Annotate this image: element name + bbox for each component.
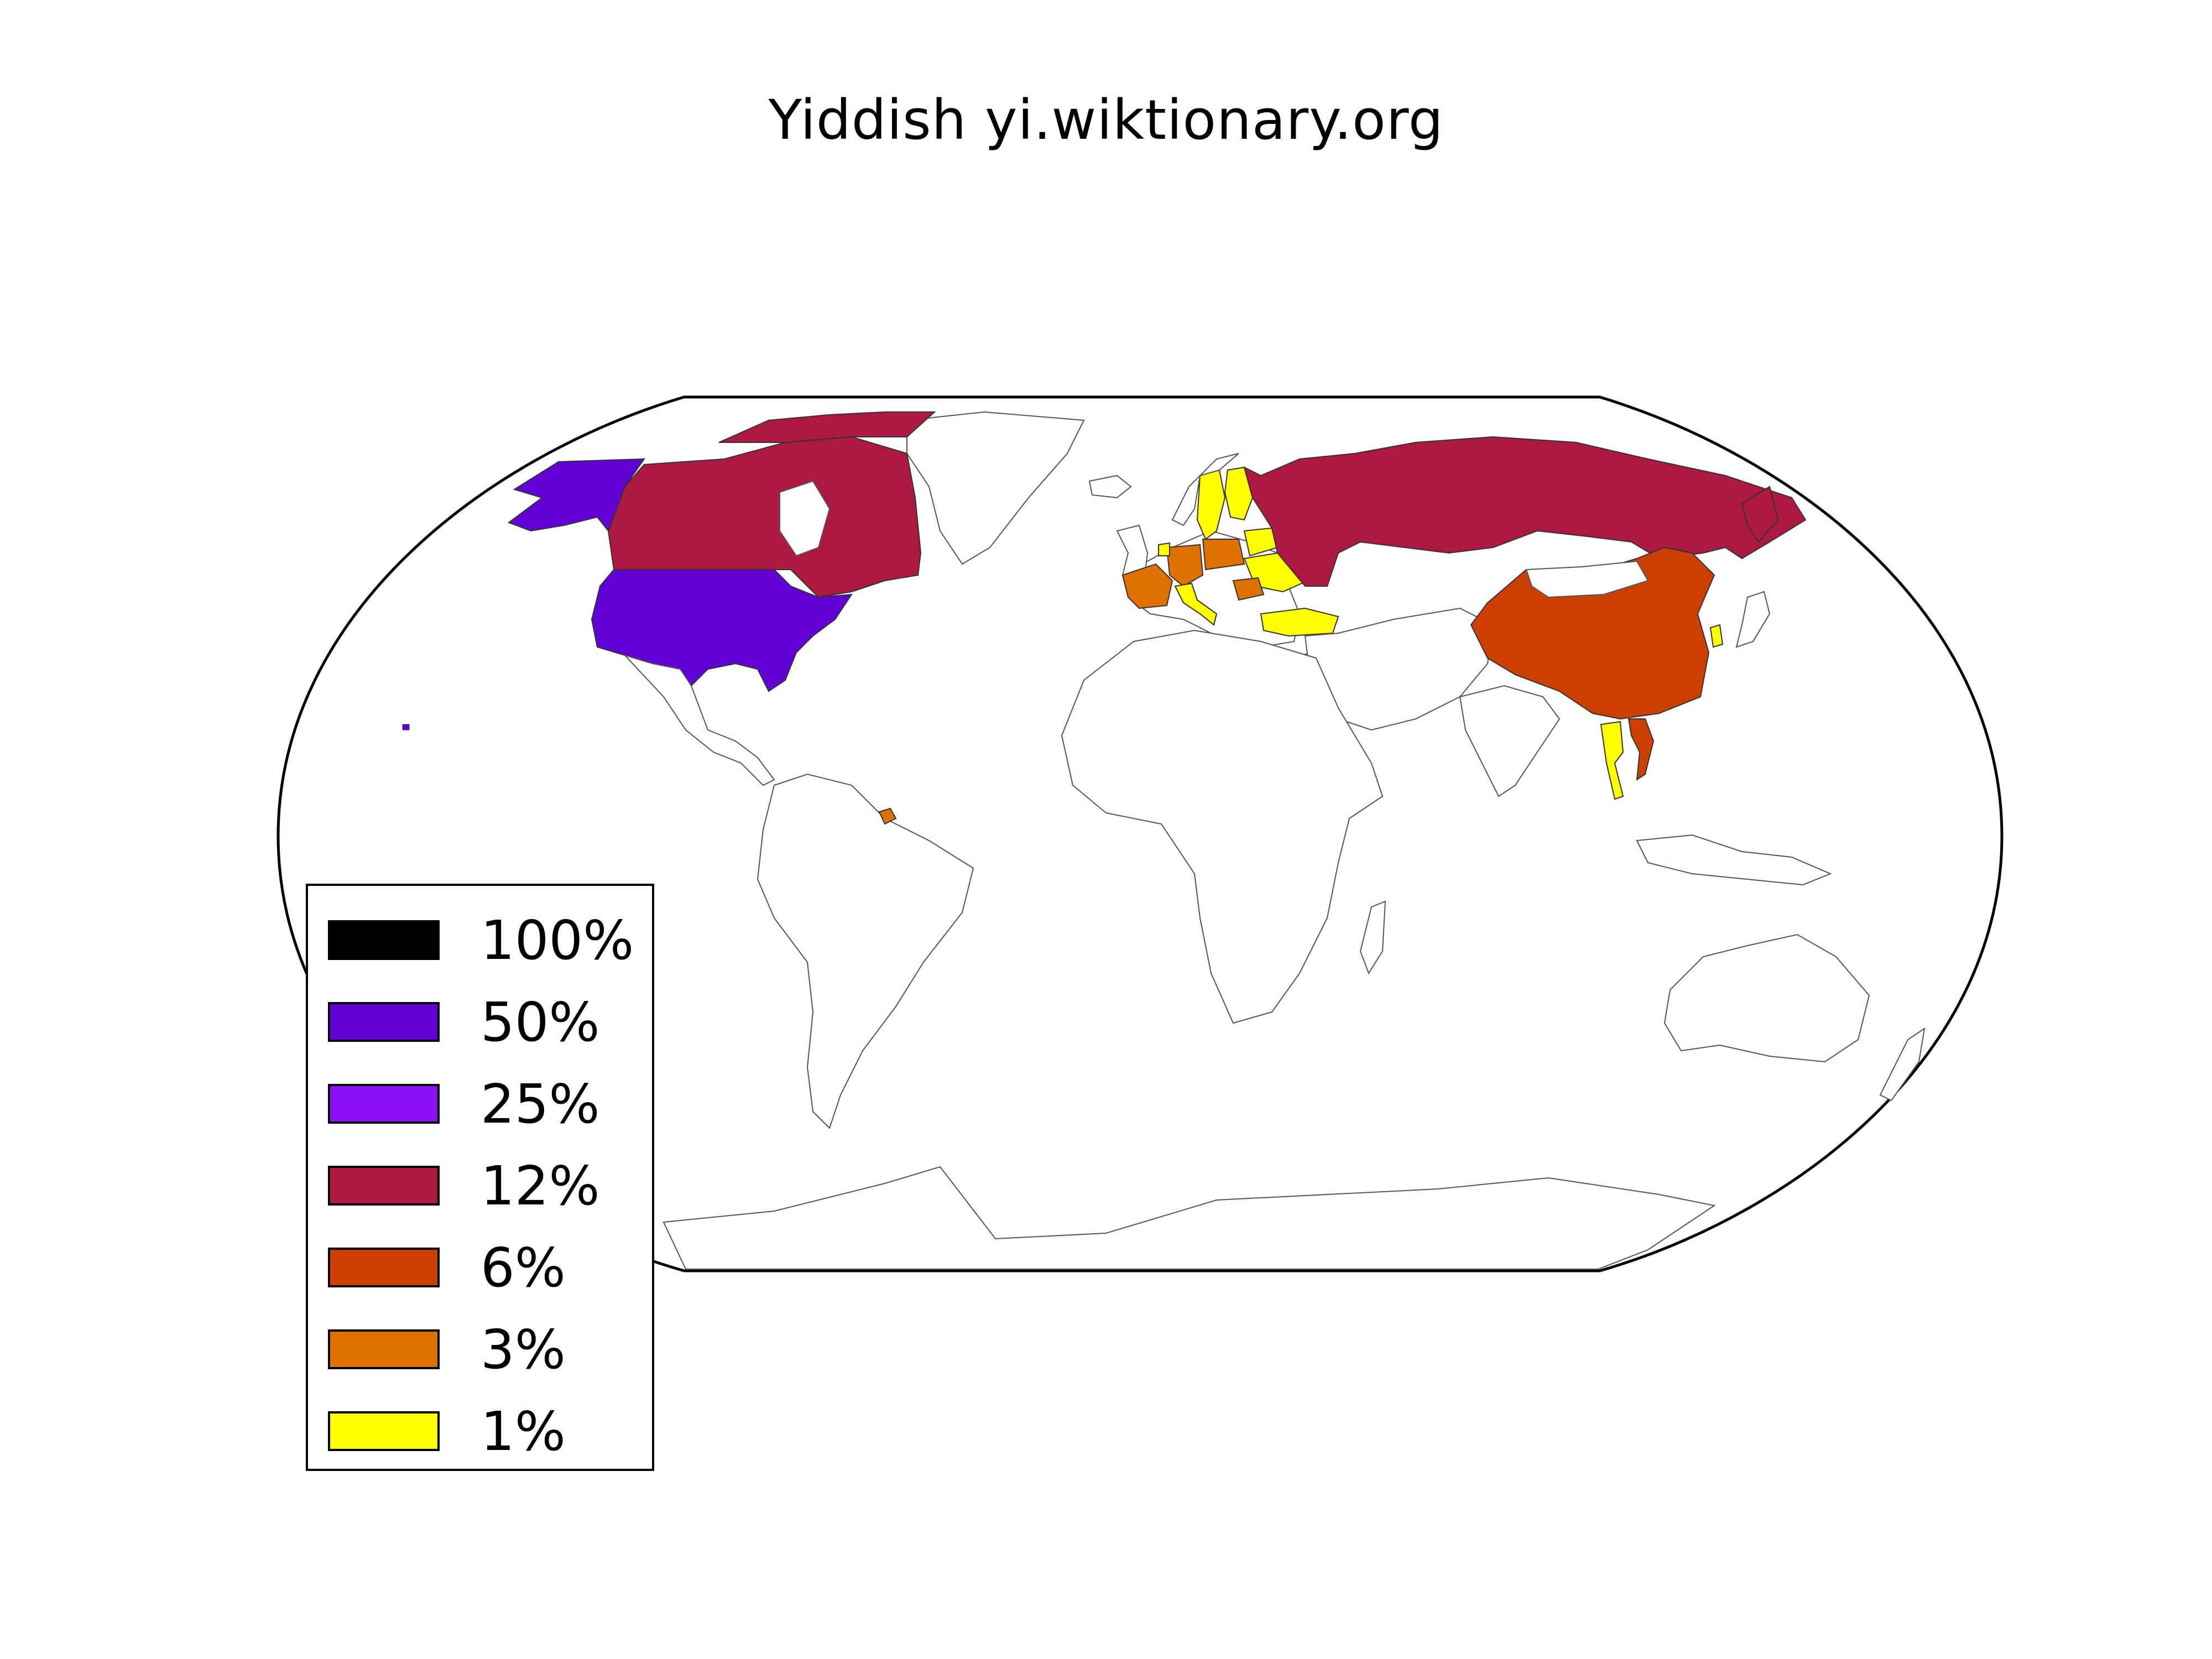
land-mongolia bbox=[1525, 560, 1649, 598]
land-madagascar bbox=[1359, 900, 1386, 975]
legend-label: 50% bbox=[481, 990, 600, 1053]
legend-label: 1% bbox=[481, 1400, 566, 1463]
legend-label: 12% bbox=[481, 1154, 600, 1217]
legend-item: 25% bbox=[328, 1077, 600, 1131]
region-netherlands[interactable] bbox=[1158, 542, 1170, 556]
land-mexico bbox=[623, 654, 775, 786]
legend-label: 25% bbox=[481, 1072, 600, 1135]
legend-item: 3% bbox=[328, 1323, 566, 1376]
legend-swatch bbox=[328, 920, 440, 960]
land-antarctica bbox=[662, 1166, 1716, 1270]
legend-item: 6% bbox=[328, 1241, 566, 1295]
legend-swatch bbox=[328, 1329, 440, 1369]
land-hudson-bay bbox=[779, 480, 831, 557]
region-poland[interactable] bbox=[1202, 539, 1245, 571]
legend-label: 3% bbox=[481, 1318, 566, 1381]
land-australia bbox=[1663, 933, 1870, 1063]
legend-item: 50% bbox=[328, 995, 600, 1049]
region-romania[interactable] bbox=[1232, 577, 1265, 601]
legend-swatch bbox=[328, 1166, 440, 1206]
region-china[interactable] bbox=[1470, 546, 1715, 720]
legend-item: 1% bbox=[328, 1405, 566, 1458]
legend-label: 100% bbox=[481, 909, 634, 972]
region-france[interactable] bbox=[1121, 563, 1173, 609]
legend-swatch bbox=[328, 1084, 440, 1124]
region-germany[interactable] bbox=[1166, 544, 1204, 587]
region-russia-kamchatka[interactable] bbox=[1741, 486, 1779, 543]
region-vietnam[interactable] bbox=[1627, 718, 1655, 781]
region-canada-islands[interactable] bbox=[718, 411, 936, 443]
region-hawaii[interactable] bbox=[402, 724, 410, 731]
land-se-asia-islands bbox=[1636, 834, 1832, 886]
region-suriname[interactable] bbox=[878, 807, 897, 825]
legend-swatch bbox=[328, 1248, 440, 1287]
land-new-zealand bbox=[1879, 1027, 1926, 1102]
legend-item: 100% bbox=[328, 914, 634, 967]
region-united-states[interactable] bbox=[591, 569, 853, 692]
region-alaska[interactable] bbox=[507, 458, 645, 532]
region-thailand[interactable] bbox=[1600, 721, 1624, 800]
land-india bbox=[1459, 685, 1561, 797]
land-africa bbox=[1061, 629, 1384, 1024]
map-title: Yiddish yi.wiktionary.org bbox=[768, 88, 1444, 152]
legend-swatch bbox=[328, 1002, 440, 1042]
land-iceland bbox=[1088, 474, 1132, 499]
legend-swatch bbox=[328, 1411, 440, 1451]
legend-item: 12% bbox=[328, 1159, 600, 1213]
land-norway bbox=[1171, 453, 1239, 526]
region-italy[interactable] bbox=[1174, 582, 1218, 626]
land-japan bbox=[1735, 591, 1771, 648]
land-greenland bbox=[906, 411, 1085, 565]
region-south-korea[interactable] bbox=[1709, 624, 1724, 648]
legend-label: 6% bbox=[481, 1236, 566, 1299]
land-south-america bbox=[757, 773, 974, 1129]
legend: 100% 50% 25% 12% 6% 3% 1% bbox=[306, 884, 654, 1471]
